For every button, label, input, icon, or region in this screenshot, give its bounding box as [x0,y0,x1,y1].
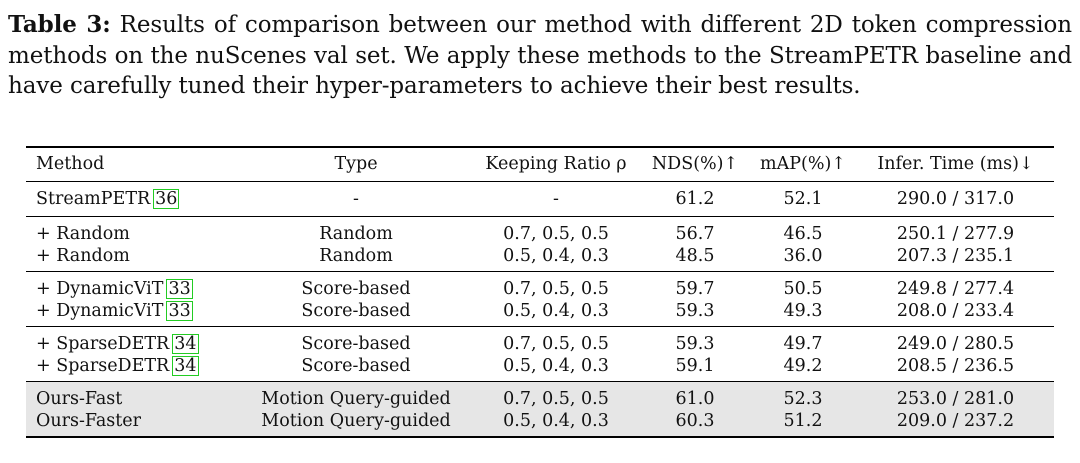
table-row: + SparseDETR 34 Score-based 0.5, 0.4, 0.3… [26,355,1054,382]
cell-map: 49.3 [783,301,823,321]
group-ours-highlighted: Ours-Fast Motion Query-guided 0.7, 0.5, … [26,381,1054,437]
citation-link[interactable]: 36 [153,189,180,209]
cell-infer-time: 249.8 / 277.4 [896,279,1015,299]
comparison-table: Method Type Keeping Ratio ρ NDS(%)↑ mAP(… [26,146,1054,438]
cell-infer-time: 208.5 / 236.5 [896,356,1015,376]
citation-link[interactable]: 34 [172,356,199,376]
cell-method: + SparseDETR 34 [26,327,241,356]
header-infer-time: Infer. Time (ms)↓ [877,154,1034,174]
header-method: Method [36,154,105,174]
cell-infer-time: 249.0 / 280.5 [896,334,1015,354]
cell-keeping-ratio: 0.7, 0.5, 0.5 [503,279,609,299]
header-row: Method Type Keeping Ratio ρ NDS(%)↑ mAP(… [26,147,1054,182]
cell-method: + DynamicViT 33 [26,272,241,301]
cell-infer-time: 207.3 / 235.1 [896,246,1015,266]
cell-keeping-ratio: 0.7, 0.5, 0.5 [503,224,609,244]
cell-map: 52.3 [783,389,823,409]
group-random: + Random Random 0.7, 0.5, 0.5 56.7 46.5 … [26,217,1054,272]
table-caption: Table 3: Results of comparison between o… [8,10,1072,102]
cell-map: 49.2 [783,356,823,376]
citation-link[interactable]: 34 [172,334,199,354]
cell-map: 36.0 [783,246,823,266]
cell-type: Score-based [301,356,411,376]
caption-text: Results of comparison between our method… [8,12,1072,99]
cell-type: Random [319,246,393,266]
method-name: + DynamicViT [36,279,164,299]
cell-method: Ours-Fast [36,389,123,409]
cell-nds: 59.7 [675,279,715,299]
cell-map: 49.7 [783,334,823,354]
method-name: + SparseDETR [36,356,170,376]
cell-method: + DynamicViT 33 [26,300,241,327]
cell-keeping-ratio: - [553,189,559,209]
citation-link[interactable]: 33 [166,301,193,321]
cell-type: Motion Query-guided [261,389,451,409]
table-row: + Random Random 0.5, 0.4, 0.3 48.5 36.0 … [26,245,1054,272]
cell-infer-time: 209.0 / 237.2 [896,411,1015,431]
cell-keeping-ratio: 0.7, 0.5, 0.5 [503,334,609,354]
cell-type: Score-based [301,301,411,321]
cell-nds: 61.0 [675,389,715,409]
cell-method: + Random [36,246,130,266]
cell-nds: 59.3 [675,301,715,321]
header-keeping-ratio: Keeping Ratio ρ [485,154,627,174]
cell-infer-time: 208.0 / 233.4 [896,301,1015,321]
cell-type: Score-based [301,279,411,299]
cell-keeping-ratio: 0.5, 0.4, 0.3 [503,246,609,266]
group-sparsedetr: + SparseDETR 34 Score-based 0.7, 0.5, 0.5… [26,327,1054,382]
table-header: Method Type Keeping Ratio ρ NDS(%)↑ mAP(… [26,147,1054,182]
cell-infer-time: 290.0 / 317.0 [896,189,1015,209]
cell-map: 51.2 [783,411,823,431]
table-row: StreamPETR 36 - - 61.2 52.1 290.0 / 317.0 [26,182,1054,217]
cell-map: 50.5 [783,279,823,299]
cell-keeping-ratio: 0.5, 0.4, 0.3 [503,301,609,321]
header-type: Type [334,154,378,174]
cell-map: 52.1 [783,189,823,209]
cell-infer-time: 253.0 / 281.0 [896,389,1015,409]
cell-method: + Random [36,224,130,244]
cell-type: Motion Query-guided [261,411,451,431]
cell-nds: 56.7 [675,224,715,244]
group-baseline: StreamPETR 36 - - 61.2 52.1 290.0 / 317.0 [26,182,1054,217]
method-name: StreamPETR [36,189,151,209]
cell-type: - [353,189,359,209]
caption-label: Table 3: [8,11,111,38]
cell-keeping-ratio: 0.5, 0.4, 0.3 [503,356,609,376]
cell-keeping-ratio: 0.5, 0.4, 0.3 [503,411,609,431]
cell-type: Random [319,224,393,244]
method-name: + SparseDETR [36,334,170,354]
table-row: + DynamicViT 33 Score-based 0.5, 0.4, 0.3… [26,300,1054,327]
table-row: + SparseDETR 34 Score-based 0.7, 0.5, 0.5… [26,327,1054,356]
table-row: Ours-Fast Motion Query-guided 0.7, 0.5, … [26,382,1054,411]
cell-nds: 60.3 [675,411,715,431]
cell-nds: 59.1 [675,356,715,376]
citation-link[interactable]: 33 [166,279,193,299]
cell-nds: 61.2 [675,189,715,209]
cell-map: 46.5 [783,224,823,244]
cell-method: StreamPETR 36 [26,182,241,217]
cell-infer-time: 250.1 / 277.9 [896,224,1015,244]
header-map: mAP(%)↑ [760,154,846,174]
table-row: + DynamicViT 33 Score-based 0.7, 0.5, 0.5… [26,272,1054,301]
method-name: + DynamicViT [36,301,164,321]
table-row: Ours-Faster Motion Query-guided 0.5, 0.4… [26,410,1054,437]
cell-nds: 59.3 [675,334,715,354]
table-row: + Random Random 0.7, 0.5, 0.5 56.7 46.5 … [26,217,1054,246]
cell-keeping-ratio: 0.7, 0.5, 0.5 [503,389,609,409]
cell-type: Score-based [301,334,411,354]
cell-nds: 48.5 [675,246,715,266]
cell-method: Ours-Faster [36,411,141,431]
group-dynamicvit: + DynamicViT 33 Score-based 0.7, 0.5, 0.5… [26,272,1054,327]
cell-method: + SparseDETR 34 [26,355,241,382]
header-nds: NDS(%)↑ [651,154,739,174]
